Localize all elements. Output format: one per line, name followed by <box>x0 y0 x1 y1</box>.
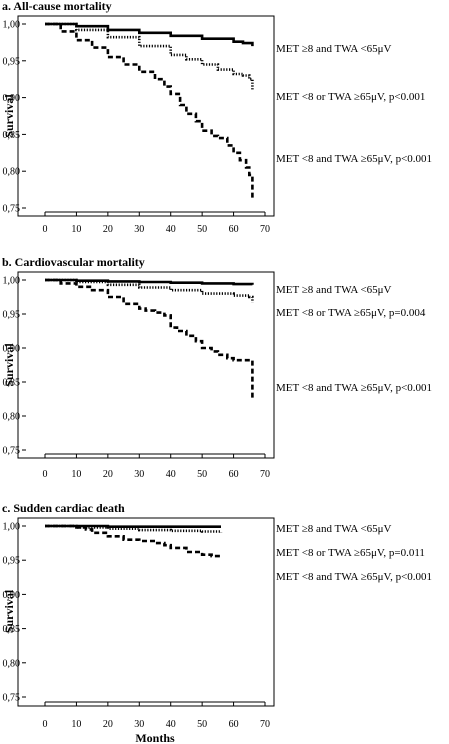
y-tick-label: 0,85 <box>3 378 21 389</box>
x-tick-label: 60 <box>229 719 239 730</box>
x-tick-label: 30 <box>134 469 144 480</box>
y-tick-label: 0,95 <box>3 556 21 567</box>
y-axis-label: Survival <box>2 589 16 633</box>
panel-title: c. Sudden cardiac death <box>2 501 125 515</box>
y-tick-label: 0,80 <box>3 412 21 423</box>
y-tick-label: 0,75 <box>3 693 21 704</box>
series-line-dotted <box>45 524 223 533</box>
plot-frame <box>17 271 275 459</box>
legend-entry: MET <8 and TWA ≥65μV, p<0.001 <box>276 382 432 394</box>
y-tick-label: 1,00 <box>3 522 21 533</box>
y-axis-label: Survival <box>2 94 16 138</box>
y-tick-label: 0,80 <box>3 658 21 669</box>
x-tick-label: 50 <box>197 469 207 480</box>
y-tick-label: 0,75 <box>3 204 21 215</box>
x-tick-label: 0 <box>43 224 48 235</box>
series-line-dotted <box>45 22 254 91</box>
series-line-dashed <box>45 278 254 399</box>
y-tick-label: 0,85 <box>3 624 21 635</box>
series-line-dashed <box>45 524 223 558</box>
x-tick-label: 20 <box>103 469 113 480</box>
x-tick-label: 50 <box>197 224 207 235</box>
x-tick-label: 40 <box>166 224 176 235</box>
legend-entry: MET ≥8 and TWA <65μV <box>276 284 392 296</box>
panel-title: b. Cardiovascular mortality <box>2 255 145 269</box>
x-tick-label: 10 <box>71 224 81 235</box>
series-line-solid <box>45 524 221 528</box>
x-tick-label: 40 <box>166 719 176 730</box>
plot-frame <box>17 15 275 217</box>
y-tick-label: 0,90 <box>3 344 21 355</box>
y-axis-label: Survival <box>2 343 16 387</box>
y-tick-label: 1,00 <box>3 276 21 287</box>
y-tick-label: 0,75 <box>3 446 21 457</box>
x-tick-label: 70 <box>260 469 270 480</box>
legend-entry: MET <8 or TWA ≥65μV, p=0.004 <box>276 307 426 319</box>
x-tick-label: 60 <box>229 224 239 235</box>
series-line-solid <box>45 22 254 47</box>
x-tick-label: 20 <box>103 719 113 730</box>
x-tick-label: 60 <box>229 469 239 480</box>
panel-title: a. All-cause mortality <box>2 0 112 13</box>
x-tick-label: 30 <box>134 719 144 730</box>
legend-entry: MET ≥8 and TWA <65μV <box>276 43 392 55</box>
y-tick-label: 0,95 <box>3 56 21 67</box>
legend-entry: MET <8 and TWA ≥65μV, p<0.001 <box>276 153 432 165</box>
x-axis-label: Months <box>135 731 175 744</box>
x-tick-label: 20 <box>103 224 113 235</box>
x-tick-label: 0 <box>43 719 48 730</box>
y-tick-label: 0,90 <box>3 93 21 104</box>
legend-entry: MET <8 or TWA ≥65μV, p=0.011 <box>276 547 425 559</box>
series-line-dotted <box>45 278 254 303</box>
y-tick-label: 0,90 <box>3 590 21 601</box>
x-tick-label: 40 <box>166 469 176 480</box>
series-line-solid <box>45 278 254 286</box>
plot-frame <box>17 517 275 707</box>
series-line-dashed <box>45 22 254 200</box>
x-tick-label: 70 <box>260 224 270 235</box>
y-tick-label: 0,95 <box>3 310 21 321</box>
y-tick-label: 0,80 <box>3 167 21 178</box>
x-tick-label: 10 <box>71 469 81 480</box>
legend-entry: MET <8 and TWA ≥65μV, p<0.001 <box>276 571 432 583</box>
legend-entry: MET ≥8 and TWA <65μV <box>276 523 392 535</box>
legend-entry: MET <8 or TWA ≥65μV, p<0.001 <box>276 91 425 103</box>
x-tick-label: 30 <box>134 224 144 235</box>
y-tick-label: 1,00 <box>3 20 21 31</box>
y-tick-label: 0,85 <box>3 130 21 141</box>
x-tick-label: 0 <box>43 469 48 480</box>
x-tick-label: 50 <box>197 719 207 730</box>
x-tick-label: 70 <box>260 719 270 730</box>
x-tick-label: 10 <box>71 719 81 730</box>
